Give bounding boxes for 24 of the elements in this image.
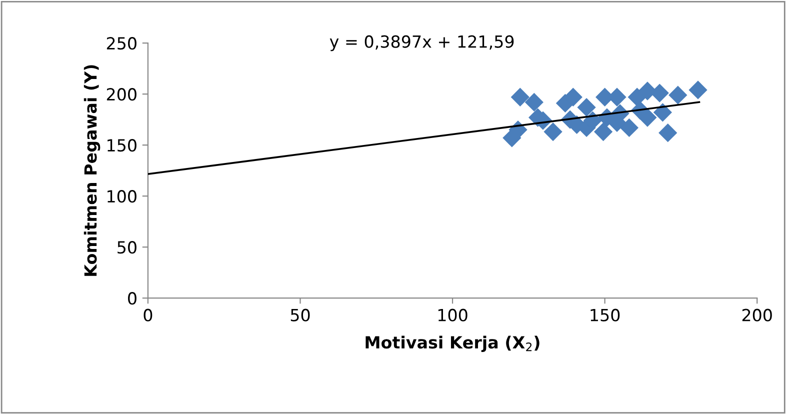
point (658, 124, 678, 142)
annotation: y = 0,3897x + 121,59 (330, 35, 514, 52)
point (620, 118, 638, 138)
x-tick-label: 100 (438, 308, 468, 322)
point (524, 92, 544, 112)
point (577, 98, 596, 117)
y-tick-label: 250 (106, 37, 136, 50)
point (668, 86, 688, 104)
y-tick-label: 50 (118, 241, 136, 254)
point (653, 103, 672, 122)
x-tick-label: 0 (144, 308, 152, 322)
x-tick-label: 150 (590, 308, 620, 322)
x-tick-label: 200 (742, 308, 772, 322)
point (544, 122, 562, 142)
x-tick-label: 50 (290, 308, 310, 322)
y-tick-label: 100 (108, 190, 136, 203)
y-tick-label: 200 (106, 88, 136, 101)
point (594, 122, 613, 142)
point (688, 80, 708, 100)
y-axis-title: Komitmen Pegawai (Y) (84, 65, 100, 276)
x-axis-title: Motivasi Kerja (X$_{2}$) (366, 336, 540, 352)
point (510, 88, 530, 106)
y-tick-label: 0 (128, 292, 136, 305)
y-tick-label: 150 (108, 139, 136, 152)
